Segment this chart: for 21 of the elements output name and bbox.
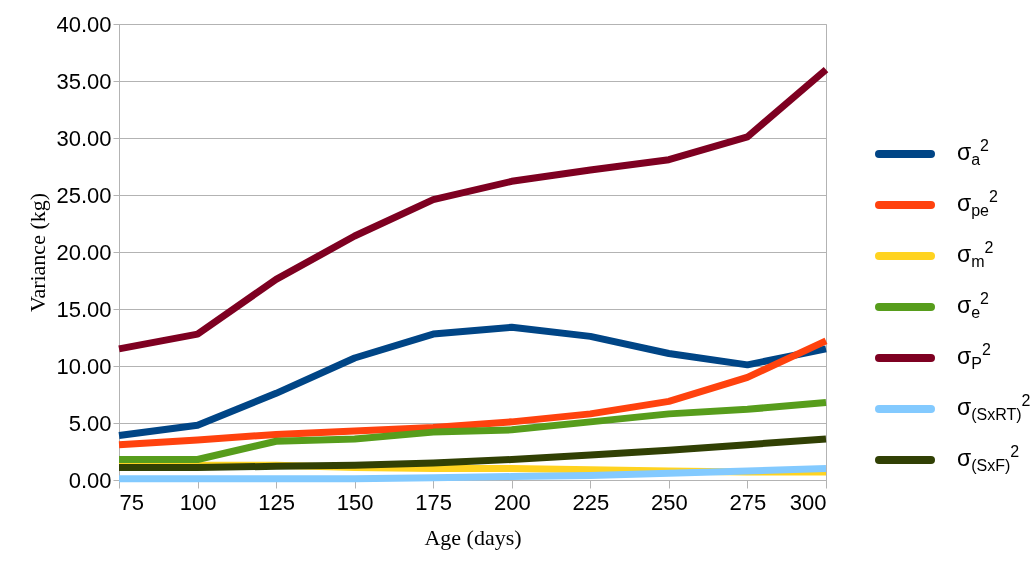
y-tick-label: 5.00: [68, 410, 112, 436]
y-axis-title: Variance (kg): [25, 192, 51, 313]
x-tick-label: 250: [651, 489, 688, 515]
x-tick-label: 300: [789, 489, 827, 515]
y-tick-label: 40.00: [56, 11, 112, 37]
y-tick-label: 30.00: [56, 125, 112, 151]
y-tick-label: 25.00: [56, 182, 112, 208]
x-tick-label: 225: [572, 489, 610, 515]
x-tick-label: 100: [179, 489, 217, 515]
y-tick-label: 35.00: [56, 68, 112, 94]
x-tick-label: 275: [729, 489, 767, 515]
x-axis-title: Age (days): [424, 524, 522, 550]
y-tick-label: 0.00: [68, 467, 112, 493]
x-tick-label: 200: [493, 489, 531, 515]
y-tick-label: 15.00: [56, 296, 112, 322]
x-tick-label: 75: [119, 489, 144, 515]
x-tick-label: 175: [415, 489, 453, 515]
y-tick-label: 10.00: [56, 353, 112, 379]
x-tick-label: 150: [336, 489, 374, 515]
y-tick-label: 20.00: [56, 239, 112, 265]
x-tick-label: 125: [258, 489, 295, 515]
